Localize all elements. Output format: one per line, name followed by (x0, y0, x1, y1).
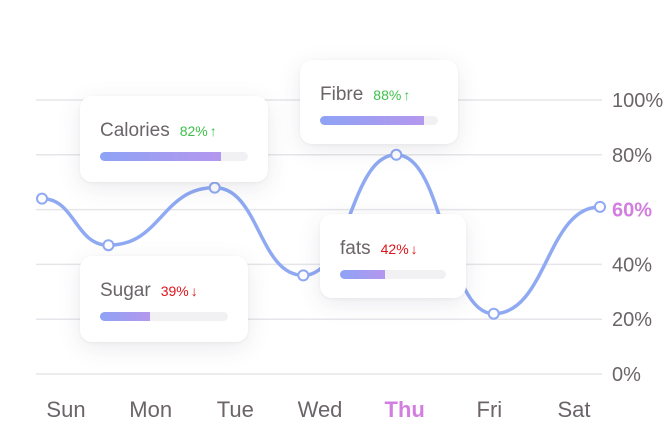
y-tick-label: 0% (612, 364, 641, 386)
x-tick-label: Mon (129, 397, 172, 422)
data-point (103, 240, 113, 250)
x-axis-labels: Sun Mon Tue Wed Thu Fri Sat (46, 397, 590, 422)
card-calories-name: Calories (100, 120, 170, 142)
card-sugar-progress (100, 312, 228, 321)
card-fibre: Fibre 88% ↑ (300, 60, 458, 144)
y-tick-label: 80% (612, 145, 652, 167)
x-tick-label: Fri (477, 397, 503, 422)
x-tick-label: Thu (385, 397, 425, 422)
card-fats-percent: 42% (381, 241, 409, 257)
y-tick-label: 40% (612, 254, 652, 276)
card-sugar: Sugar 39% ↓ (80, 256, 248, 342)
card-fats-progress-fill (340, 270, 385, 279)
y-tick-label: 100% (612, 90, 663, 112)
arrow-up-icon: ↑ (403, 87, 410, 103)
data-point (298, 270, 308, 280)
card-calories-percent: 82% (180, 123, 208, 139)
card-fibre-progress-fill (320, 116, 424, 125)
data-point (210, 183, 220, 193)
card-fats-name: fats (340, 238, 371, 260)
y-axis-labels: 0% 20% 40% 60% 80% 100% (612, 90, 663, 386)
card-calories-progress (100, 152, 248, 161)
arrow-up-icon: ↑ (210, 123, 217, 139)
card-fibre-progress (320, 116, 438, 125)
y-tick-label: 20% (612, 309, 652, 331)
x-tick-label: Sun (46, 397, 85, 422)
card-sugar-progress-fill (100, 312, 150, 321)
data-point (391, 150, 401, 160)
card-sugar-percent: 39% (161, 283, 189, 299)
y-tick-label: 60% (612, 200, 652, 222)
data-point (489, 309, 499, 319)
data-point (595, 202, 605, 212)
card-sugar-name: Sugar (100, 280, 151, 302)
x-tick-label: Tue (217, 397, 254, 422)
card-fats: fats 42% ↓ (320, 214, 466, 298)
x-tick-label: Wed (298, 397, 343, 422)
card-fibre-name: Fibre (320, 84, 363, 106)
card-fats-progress (340, 270, 446, 279)
arrow-down-icon: ↓ (411, 241, 418, 257)
x-tick-label: Sat (558, 397, 591, 422)
card-calories-progress-fill (100, 152, 221, 161)
card-calories: Calories 82% ↑ (80, 96, 268, 182)
arrow-down-icon: ↓ (191, 283, 198, 299)
data-point (37, 194, 47, 204)
card-fibre-percent: 88% (373, 87, 401, 103)
